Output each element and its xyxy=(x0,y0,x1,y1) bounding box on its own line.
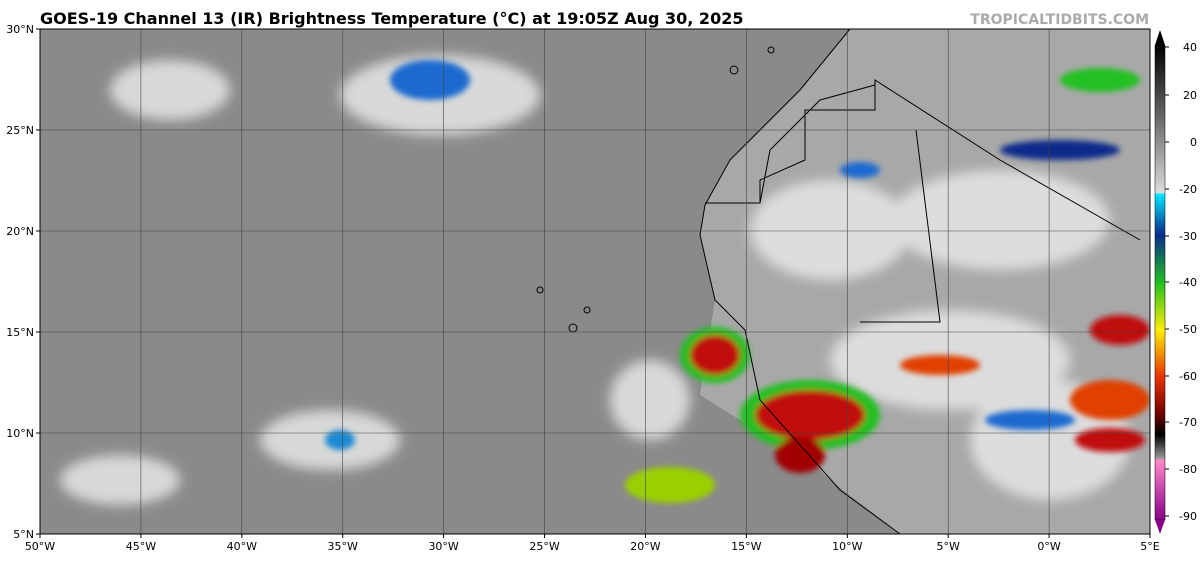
lon-label: 25°W xyxy=(529,540,559,553)
lon-label: 15°W xyxy=(731,540,761,553)
lat-label: 10°N xyxy=(6,427,34,440)
lon-label: 45°W xyxy=(126,540,156,553)
colorbar-label: -80 xyxy=(1179,463,1197,476)
colorbar-label: -70 xyxy=(1179,416,1197,429)
imagery xyxy=(40,29,1150,534)
lon-label: 30°W xyxy=(428,540,458,553)
colorbar-label: 20 xyxy=(1183,89,1197,102)
lon-label: 50°W xyxy=(25,540,55,553)
lat-label: 15°N xyxy=(6,326,34,339)
colorbar-top xyxy=(1155,30,1165,45)
colorbar-label: -40 xyxy=(1179,276,1197,289)
lon-label: 20°W xyxy=(630,540,660,553)
lon-label: 0°W xyxy=(1037,540,1060,553)
colorbar-bottom xyxy=(1155,520,1165,534)
colorbar-label: -90 xyxy=(1179,510,1197,523)
title: GOES-19 Channel 13 (IR) Brightness Tempe… xyxy=(40,9,743,28)
lon-label: 5°E xyxy=(1140,540,1159,553)
colorbar-label: 40 xyxy=(1183,41,1197,54)
lon-label: 5°W xyxy=(936,540,959,553)
source: TROPICALTIDBITS.COM xyxy=(970,12,1149,28)
lon-label: 40°W xyxy=(227,540,257,553)
colorbar xyxy=(1154,44,1166,521)
map-frame xyxy=(39,28,1151,535)
lon-label: 35°W xyxy=(328,540,358,553)
lat-label: 25°N xyxy=(6,124,34,137)
colorbar-label: -50 xyxy=(1179,323,1197,336)
lat-label: 30°N xyxy=(6,23,34,36)
graticule xyxy=(40,29,1150,534)
colorbar-label: -20 xyxy=(1179,183,1197,196)
colorbar-label: -60 xyxy=(1179,370,1197,383)
colorbar-label: -30 xyxy=(1179,230,1197,243)
lon-label: 10°W xyxy=(832,540,862,553)
colorbar-label: 0 xyxy=(1190,136,1197,149)
lat-label: 20°N xyxy=(6,225,34,238)
lat-label: 5°N xyxy=(13,528,34,541)
